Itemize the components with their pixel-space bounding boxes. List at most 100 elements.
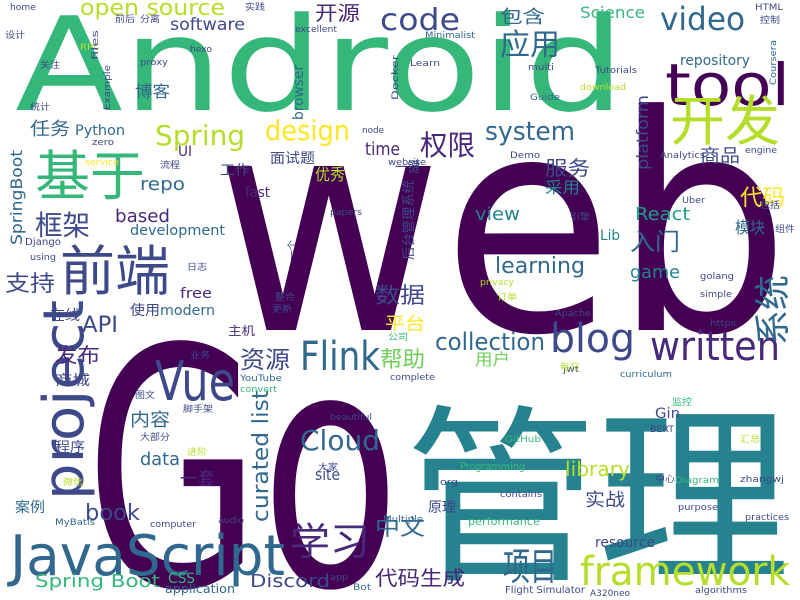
word: computer [150,520,196,530]
word: design [265,114,350,147]
word: 流程 [160,159,180,171]
word: 原理 [428,500,456,516]
word: API [82,313,118,338]
word: Science [580,3,645,22]
word: view [475,204,520,225]
word: 支持 [5,272,55,297]
word: convert [240,385,277,395]
word: home [10,3,36,13]
word: tool [665,51,790,119]
word: resource [595,535,655,551]
word: 后台管理系统 [402,180,417,260]
word: 日志 [187,261,207,273]
word: based [115,206,170,227]
word: 包含 [500,7,545,28]
word: purpose [678,503,719,513]
word: 大部分 [140,431,170,443]
word: Bot [353,583,372,593]
word: 微信 [63,476,83,488]
word: application [165,582,235,596]
word: 任务 [30,119,70,140]
word: Lib [600,228,620,244]
word: free [180,286,212,302]
word: 汇总 [740,433,760,445]
word: 整合 [275,291,295,303]
word: contains [500,490,542,500]
word: Uber [682,196,705,206]
word: Multiple [383,515,424,525]
word: UI [178,144,192,160]
word: jwt [562,365,580,375]
word: Programming [460,460,525,473]
word: 关注 [40,59,60,71]
word: 一套 [180,469,215,490]
word: Coursera [769,40,779,85]
word: hexo [190,45,212,55]
word: 用户 [475,350,510,369]
word: Spring [155,119,245,152]
word: files [91,30,101,60]
word: 帮助 [380,348,425,373]
word: Discord [250,571,330,592]
word: 商城 [55,373,90,389]
word: 基于 [35,145,145,208]
word: 订单 [497,291,517,303]
word: complete [390,373,435,383]
word: game [630,262,680,283]
word: 案例 [15,499,45,516]
word: system [485,117,575,147]
word: 入门 [630,228,680,256]
word: 主机 [228,324,255,338]
word: 工作 [220,163,250,179]
word: 设计 [5,29,25,41]
word: 前后 [115,13,135,25]
word: 一个 [287,240,298,260]
word: A320neo [590,589,630,599]
word: using [30,253,56,263]
word: 代码生成 [375,566,465,590]
word: 更新 [272,303,292,315]
word: website [388,158,426,168]
word: React [635,204,690,225]
word: audio [218,516,244,526]
word: 框架 [35,209,90,242]
word: 发布 [55,343,100,367]
word: org [440,478,458,488]
word: 资源 [240,346,290,374]
word: Vue [155,350,235,413]
word: 每日 [560,361,580,373]
word: site [315,465,340,484]
word: Example [103,64,113,110]
word: engine [745,146,777,156]
word: 代码 [740,186,785,211]
word: 在线 [50,308,80,324]
word: Flink [300,334,381,380]
word: https [710,319,736,329]
word: Flight Simulator [505,585,586,596]
word: 图文 [135,389,155,401]
word: collection [435,328,545,356]
word: app [330,573,348,583]
word: 应用 [500,28,560,63]
word: zhangwj [740,475,784,485]
word: Go [85,279,400,600]
word: 实践 [245,1,265,13]
word: 采用 [545,178,580,197]
word: time [365,139,400,160]
word: download [580,83,626,93]
word: 前端 [60,240,170,303]
word: JavaScript [7,524,285,589]
word: HTML [755,3,783,13]
word: Tutorials [594,66,637,76]
word: 模块 [735,218,765,237]
word: Android [15,0,625,141]
word: excellent [295,25,337,35]
word: Docker [391,55,401,100]
word: YouTube [239,374,283,384]
word: algorithms [695,586,747,596]
word: web [215,52,790,401]
word: RPC [80,43,100,53]
word: fast [245,185,270,201]
word: node [362,126,384,136]
word: video [660,0,745,38]
